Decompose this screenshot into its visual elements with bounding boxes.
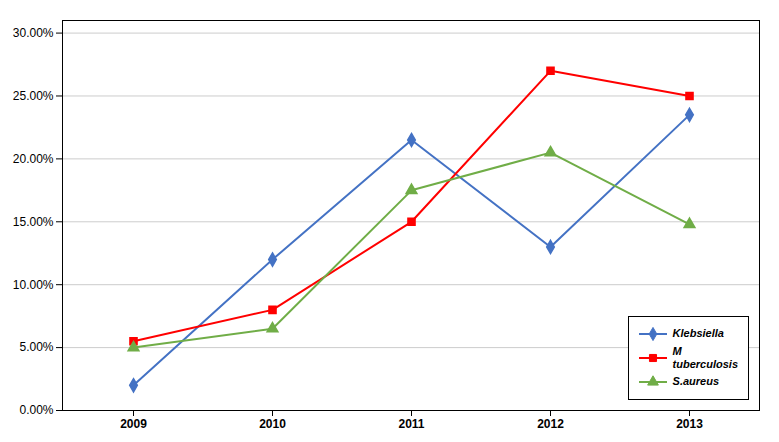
svg-text:25.00%: 25.00% — [13, 89, 54, 103]
svg-text:20.00%: 20.00% — [13, 152, 54, 166]
html-text:S.aureus: S.aureus — [672, 375, 720, 388]
svg-text:2012: 2012 — [537, 417, 564, 431]
svg-text:2013: 2013 — [676, 417, 703, 431]
html-text:M tuberculosis: M tuberculosis — [672, 344, 738, 370]
svg-text:0.00%: 0.00% — [19, 403, 53, 417]
svg-text:2011: 2011 — [398, 417, 424, 431]
svg-text:2009: 2009 — [120, 417, 147, 431]
svg-text:10.00%: 10.00% — [13, 278, 54, 292]
html-text:Klebsiella: Klebsiella — [672, 327, 724, 339]
svg-text:2010: 2010 — [259, 417, 286, 431]
svg-text:5.00%: 5.00% — [19, 340, 53, 354]
svg-text:15.00%: 15.00% — [13, 215, 54, 229]
svg-text:30.00%: 30.00% — [13, 26, 54, 40]
